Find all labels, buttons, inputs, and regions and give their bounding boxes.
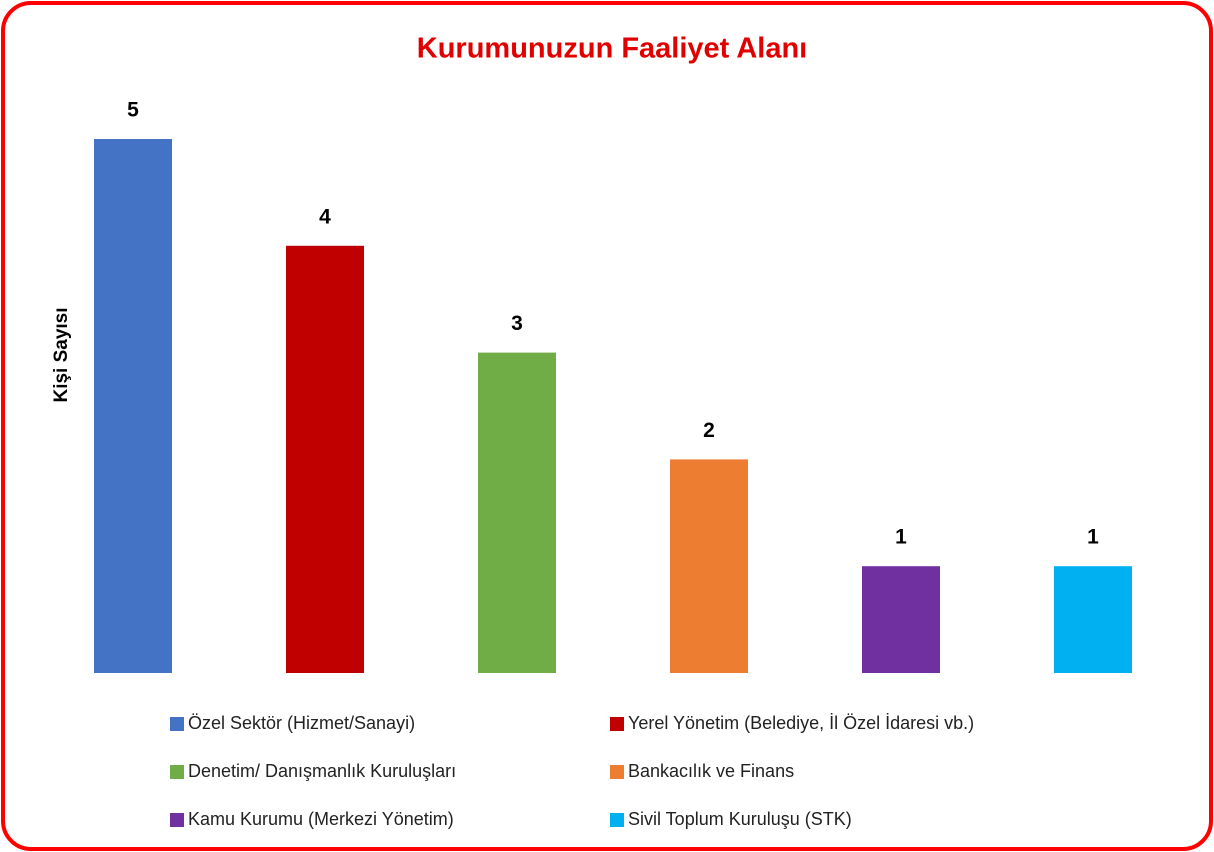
bar (286, 245, 364, 674)
legend-label: Denetim/ Danışmanlık Kuruluşları (188, 761, 456, 781)
bar (862, 566, 940, 673)
legend-label: Özel Sektör (Hizmet/Sanayi) (188, 713, 415, 733)
bar (478, 352, 556, 673)
bar (1054, 566, 1132, 673)
data-label: 1 (1087, 526, 1099, 549)
legend-label: Sivil Toplum Kuruluşu (STK) (628, 809, 852, 829)
legend-swatch (610, 765, 624, 779)
chart-title: Kurumunuzun Faaliyet Alanı (417, 33, 807, 65)
legend-swatch (170, 765, 184, 779)
y-axis-label: Kişi Sayısı (51, 307, 72, 402)
legend-swatch (610, 717, 624, 731)
data-label: 3 (511, 312, 523, 335)
bar (94, 139, 172, 673)
legend-swatch (170, 717, 184, 731)
legend-label: Bankacılık ve Finans (628, 761, 794, 781)
data-label: 2 (703, 419, 715, 442)
legend-swatch (170, 813, 184, 827)
data-label: 5 (127, 99, 139, 122)
legend-label: Yerel Yönetim (Belediye, İl Özel İdaresi… (628, 713, 974, 733)
bar (670, 459, 748, 673)
data-label: 4 (319, 205, 331, 228)
data-label: 1 (895, 526, 907, 549)
legend-label: Kamu Kurumu (Merkezi Yönetim) (188, 809, 454, 829)
legend-swatch (610, 813, 624, 827)
